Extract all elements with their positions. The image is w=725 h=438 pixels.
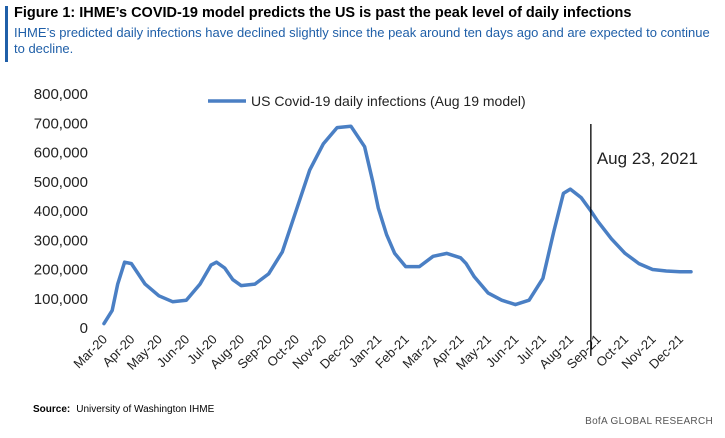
y-tick-label: 700,000 [34, 115, 88, 132]
y-tick-label: 0 [80, 320, 88, 337]
source-label: Source: [33, 404, 71, 415]
annotation-label: Aug 23, 2021 [597, 149, 698, 168]
source-note: Source: University of Washington IHME [33, 404, 214, 415]
legend-label: US Covid-19 daily infections (Aug 19 mod… [251, 93, 526, 109]
y-tick-label: 300,000 [34, 232, 88, 249]
chart-title: Figure 1: IHME’s COVID-19 model predicts… [14, 5, 632, 21]
y-tick-label: 500,000 [34, 174, 88, 191]
y-tick-label: 200,000 [34, 262, 88, 279]
title-accent-bar [5, 6, 8, 62]
brand-footer: BofA GLOBAL RESEARCH [585, 416, 713, 427]
y-tick-label: 400,000 [34, 203, 88, 220]
y-tick-label: 100,000 [34, 291, 88, 308]
chart-subtitle: IHME’s predicted daily infections have d… [14, 25, 710, 56]
source-text: University of Washington IHME [76, 404, 215, 415]
y-tick-label: 600,000 [34, 145, 88, 162]
y-tick-label: 800,000 [34, 86, 88, 103]
series-line [102, 124, 693, 326]
